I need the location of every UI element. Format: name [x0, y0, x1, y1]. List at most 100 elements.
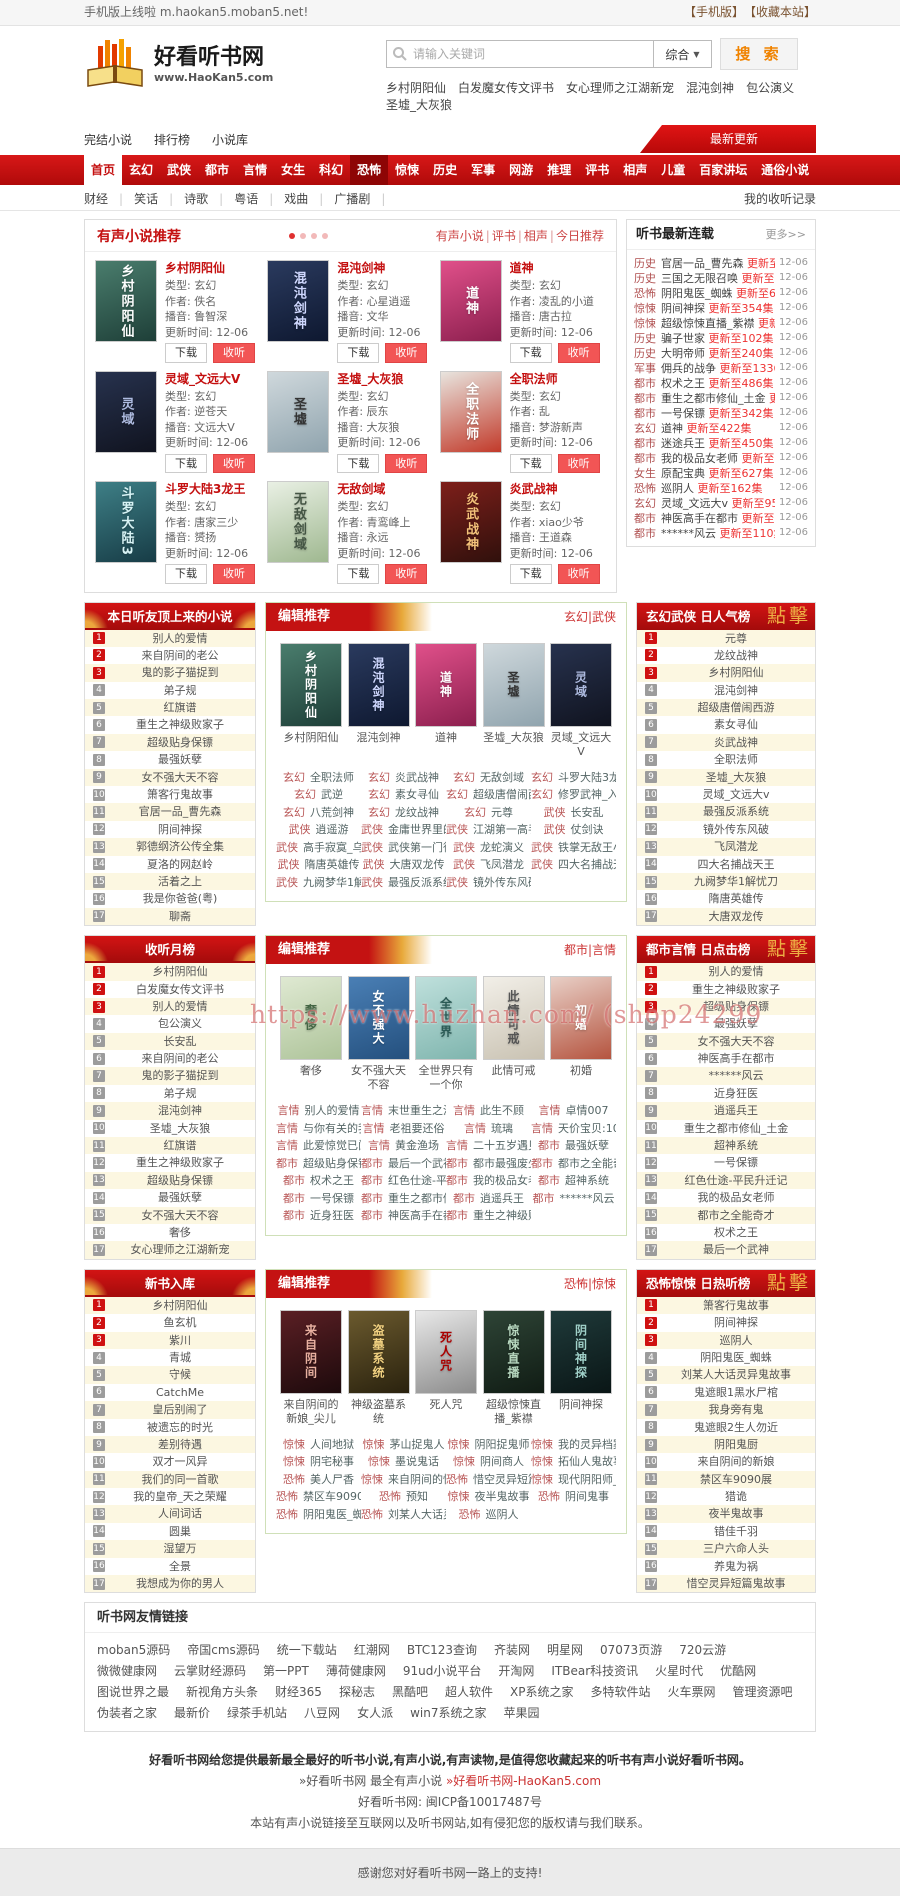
book-title[interactable]: 道神 [509, 261, 534, 275]
grid-link[interactable]: 玄幻 炎武战神 [361, 769, 446, 787]
serial-book-title[interactable]: 官居一品_曹先森 更新至 [661, 255, 775, 270]
recommend-tab-link[interactable]: 有声小说 [435, 229, 484, 243]
sub-nav-link[interactable]: 诗歌 [184, 191, 209, 206]
rank-row[interactable]: 6 素女寻仙 [637, 716, 815, 733]
grid-link[interactable]: 都市都市之全能奇才 [531, 1155, 616, 1173]
rank-row[interactable]: 11 禁区车9090展 [637, 1470, 815, 1489]
nav-item-武侠[interactable]: 武侠 [167, 163, 192, 177]
serial-category[interactable]: 都市 [634, 511, 656, 525]
grid-link[interactable]: 玄幻斗罗大陆3龙王 [531, 769, 616, 787]
grid-link[interactable]: 玄幻 元尊 [446, 804, 531, 822]
rank-row[interactable]: 14 错佳千羽 [645, 1524, 758, 1538]
rank-row[interactable]: 2 白发魔女传文评书 [85, 981, 255, 998]
editor-cover-item[interactable]: 此情可戒 此情可戒 [482, 976, 545, 1092]
serial-category[interactable]: 军事 [634, 361, 656, 375]
grid-link[interactable]: 言情 别人的爱情 [276, 1102, 361, 1120]
grid-link[interactable]: 言情末世重生之温乐 [361, 1102, 446, 1120]
grid-link[interactable]: 都市都市最强废少 [446, 1155, 531, 1173]
grid-link[interactable]: 都市 近身狂医 [276, 1207, 361, 1225]
book-card[interactable]: 全职法师 全职法师 类型: 玄幻 作者: 乱播音: 梦游新声 更新时间: 12-06 下载… [439, 370, 606, 473]
serial-book-title[interactable]: 我的极品女老师 更新至 [661, 451, 775, 465]
rank-row[interactable]: 2 阴间神探 [637, 1314, 815, 1331]
serial-book-title[interactable]: ******风云 更新至110集 [661, 525, 775, 540]
listen-button[interactable]: 收听 [385, 564, 428, 584]
editor-panel-categories[interactable]: 玄幻|武侠 [563, 609, 616, 624]
serial-row[interactable]: 都市 迷途兵王 更新至450集 12-06 [634, 435, 808, 450]
rank-row[interactable]: 13 夜半鬼故事 [637, 1505, 815, 1523]
nav-item-评书[interactable]: 评书 [585, 163, 610, 177]
book-card[interactable]: 道神 道神 类型: 玄幻 作者: 凌乱的小道 播音: 唐古拉 更新时间: 12-06 下载收… [439, 260, 606, 363]
download-button[interactable]: 下载 [509, 343, 552, 363]
book-cover[interactable]: 斗罗大陆3 [95, 481, 157, 563]
book-title[interactable]: 灵域_文远大V [165, 371, 241, 386]
editor-cover-item[interactable]: 阴间神探 阴间神探 [550, 1309, 612, 1426]
grid-link[interactable]: 武侠 飞凤潜龙 [446, 856, 531, 874]
recommend-tab-link[interactable]: 今日推荐 [555, 229, 604, 243]
book-cover[interactable]: 混沌剑神 [267, 260, 330, 342]
serial-row[interactable]: 都市 ******风云 更新至110集12-06 [634, 525, 808, 540]
serial-category[interactable]: 都市 [634, 451, 656, 465]
editor-cover-item[interactable]: 女不强大 女不强大天不容 [347, 976, 410, 1092]
book-card[interactable]: 圣墟 圣墟_大灰狼 类型: 玄幻 作者: 辰东 播音: 大灰狼 更新时间: 12-06 下载… [267, 370, 433, 473]
grid-link[interactable]: 言情与你有关的我都 [276, 1120, 361, 1138]
grid-link[interactable]: 惊悚 阴间商人 [446, 1453, 531, 1471]
serial-book-title[interactable]: 权术之王 更新至486集 [661, 376, 774, 390]
rank-row[interactable]: 1 乡村阴阳仙 [85, 1296, 255, 1315]
book-card[interactable]: 混沌剑神 混沌剑神 类型: 玄幻 作者: 心星逍遥 播音: 文华 更新时间: 12-06 下… [267, 260, 433, 363]
editor-panel-categories[interactable]: 恐怖|惊悚 [563, 1276, 616, 1291]
friend-link[interactable]: 图说世界之最 [97, 1685, 170, 1700]
editor-cover-item[interactable]: 奢侈 奢侈 [280, 976, 342, 1092]
rank-row[interactable]: 16 奢侈 [93, 1226, 191, 1239]
book-title[interactable]: 斗罗大陆3龙王 [165, 482, 246, 496]
secondary-nav-link[interactable]: 小说库 [212, 132, 249, 147]
grid-link[interactable]: 恐怖 预知 [361, 1488, 446, 1506]
search-category-select[interactable]: 综合 ▼ [654, 40, 712, 68]
friend-link[interactable]: 明星网 [547, 1643, 584, 1658]
rank-row[interactable]: 1 别人的爱情 [637, 963, 815, 981]
serial-book-title[interactable]: 超级惊悚直播_紫襟 更新至 [661, 315, 775, 330]
hot-word-link[interactable]: 乡村阴阳仙 [386, 81, 447, 95]
nav-item-科幻[interactable]: 科幻 [319, 163, 344, 177]
friend-link[interactable]: 伪装者之家 [97, 1706, 158, 1721]
rank-row[interactable]: 7 炎武战神 [637, 733, 815, 752]
serial-row[interactable]: 女生 原配宝典 更新至627集 12-06 [634, 465, 808, 480]
secondary-nav-link[interactable]: 完结小说 [84, 132, 133, 147]
book-cover[interactable]: 全职法师 [439, 370, 502, 453]
grid-link[interactable]: 武侠镜外传东风破 [446, 874, 531, 892]
grid-link[interactable]: 都市超级贴身保镖 [276, 1155, 361, 1173]
grid-link[interactable]: 都市重生之神级败家 [446, 1207, 531, 1225]
serial-category[interactable]: 都市 [634, 436, 656, 450]
grid-link[interactable]: 都市 ******风云 [531, 1190, 616, 1208]
book-cover[interactable]: 死人咒 [415, 1309, 477, 1394]
serial-category[interactable]: 惊悚 [634, 301, 656, 315]
rank-row[interactable]: 7 鬼的影子猫捉到 [85, 1067, 255, 1085]
friend-link[interactable]: 新视角方头条 [186, 1685, 259, 1700]
rank-row[interactable]: 15 三户六命人头 [637, 1540, 815, 1558]
friend-link[interactable]: moban5源码 [97, 1643, 171, 1658]
rank-row[interactable]: 4 阴阳鬼医_蜘蛛 [637, 1349, 815, 1366]
grid-link[interactable]: 恐怖 美人尸香 [276, 1471, 361, 1489]
rank-row[interactable]: 9 圣墟_大灰狼 [637, 768, 815, 787]
rank-row[interactable]: 15 女不强大天不容 [85, 1206, 255, 1224]
grid-link[interactable]: 言情二十五岁遇见你 [446, 1137, 531, 1155]
book-title[interactable]: 全职法师 [509, 371, 558, 386]
rank-row[interactable]: 11 超神系统 [637, 1137, 815, 1155]
download-button[interactable]: 下载 [337, 564, 380, 584]
book-card[interactable]: 灵域 灵域_文远大V 类型: 玄幻 作者: 逆苍天 播音: 文远大V 更新时间: 12-0… [95, 370, 261, 473]
carousel-dots[interactable] [288, 232, 328, 239]
rank-row[interactable]: 7 皇后别闹了 [85, 1401, 255, 1419]
friend-link[interactable]: 开淘网 [498, 1664, 535, 1679]
grid-link[interactable]: 武侠铁掌无敌王小军 [531, 839, 616, 857]
friend-link[interactable]: 财经365 [275, 1685, 322, 1700]
search-input[interactable] [386, 40, 654, 68]
rank-row[interactable]: 8 弟子规 [85, 1085, 255, 1102]
grid-link[interactable]: 武侠四大名捕战天王 [531, 856, 616, 874]
rank-row[interactable]: 1 元尊 [637, 629, 815, 647]
serial-book-title[interactable]: 道神 更新至422集 [661, 421, 752, 435]
rank-row[interactable]: 15 活着之上 [85, 872, 255, 891]
more-link[interactable]: 更多>> [765, 228, 806, 241]
rank-row[interactable]: 3 乡村阴阳仙 [637, 664, 815, 682]
